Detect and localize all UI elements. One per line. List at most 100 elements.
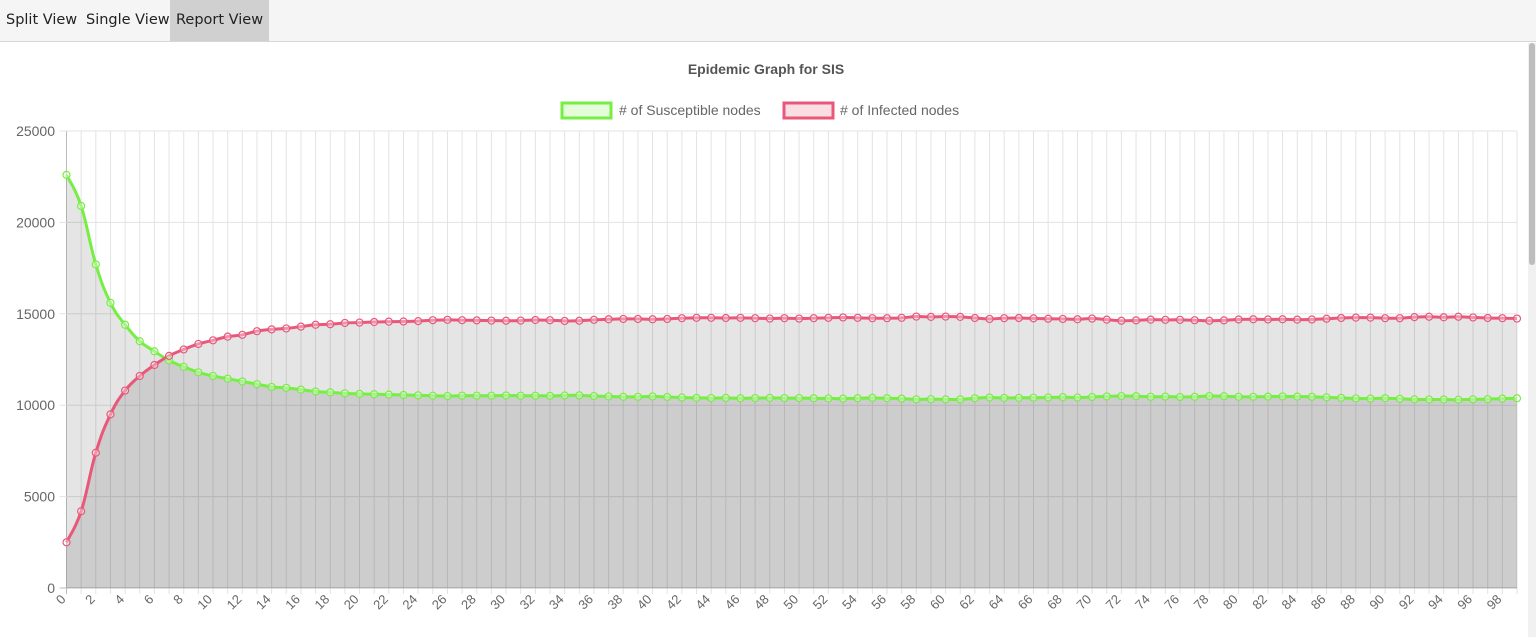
point-susceptible[interactable] bbox=[282, 383, 291, 392]
point-susceptible[interactable] bbox=[633, 392, 643, 401]
point-susceptible[interactable] bbox=[1307, 392, 1316, 401]
point-susceptible[interactable] bbox=[1219, 392, 1229, 401]
point-infected[interactable] bbox=[663, 314, 672, 324]
point-infected[interactable] bbox=[384, 317, 393, 326]
point-infected[interactable] bbox=[326, 320, 335, 329]
point-infected[interactable] bbox=[1029, 314, 1038, 323]
point-infected[interactable] bbox=[1337, 313, 1346, 323]
point-infected[interactable] bbox=[370, 317, 379, 327]
point-infected[interactable] bbox=[824, 313, 833, 322]
point-susceptible[interactable] bbox=[1044, 393, 1053, 402]
point-infected[interactable] bbox=[545, 316, 555, 325]
point-infected[interactable] bbox=[1088, 314, 1097, 323]
point-infected[interactable] bbox=[765, 314, 774, 323]
point-infected[interactable] bbox=[575, 316, 584, 325]
point-infected[interactable] bbox=[1263, 315, 1273, 324]
point-infected[interactable] bbox=[1000, 314, 1009, 323]
point-infected[interactable] bbox=[1468, 313, 1478, 322]
point-infected[interactable] bbox=[1278, 315, 1287, 324]
point-susceptible[interactable] bbox=[1000, 393, 1009, 402]
point-infected[interactable] bbox=[1044, 314, 1053, 323]
point-susceptible[interactable] bbox=[956, 395, 965, 404]
point-susceptible[interactable] bbox=[1512, 394, 1522, 403]
point-infected[interactable] bbox=[135, 371, 144, 381]
point-susceptible[interactable] bbox=[1293, 392, 1302, 401]
point-susceptible[interactable] bbox=[516, 391, 525, 400]
point-infected[interactable] bbox=[1322, 314, 1331, 323]
point-infected[interactable] bbox=[1454, 312, 1463, 321]
point-susceptible[interactable] bbox=[1263, 392, 1273, 401]
point-infected[interactable] bbox=[1293, 315, 1302, 324]
point-infected[interactable] bbox=[1219, 316, 1229, 325]
point-susceptible[interactable] bbox=[1190, 392, 1199, 401]
point-susceptible[interactable] bbox=[1468, 395, 1478, 404]
page-scrollbar-thumb[interactable] bbox=[1529, 43, 1535, 265]
point-susceptible[interactable] bbox=[589, 391, 599, 401]
point-susceptible[interactable] bbox=[897, 394, 906, 403]
point-susceptible[interactable] bbox=[311, 387, 320, 396]
point-susceptible[interactable] bbox=[62, 170, 71, 179]
point-susceptible[interactable] bbox=[926, 395, 936, 404]
point-infected[interactable] bbox=[1307, 315, 1316, 324]
point-susceptible[interactable] bbox=[1278, 392, 1287, 401]
point-infected[interactable] bbox=[1439, 313, 1448, 322]
point-infected[interactable] bbox=[897, 313, 906, 322]
point-infected[interactable] bbox=[677, 314, 686, 323]
point-infected[interactable] bbox=[1381, 314, 1390, 323]
point-infected[interactable] bbox=[838, 313, 848, 322]
point-infected[interactable] bbox=[1395, 314, 1404, 323]
point-susceptible[interactable] bbox=[384, 390, 393, 399]
point-susceptible[interactable] bbox=[135, 337, 144, 346]
point-susceptible[interactable] bbox=[1234, 392, 1243, 401]
point-infected[interactable] bbox=[707, 313, 716, 322]
point-infected[interactable] bbox=[985, 314, 994, 324]
point-infected[interactable] bbox=[501, 316, 511, 325]
point-infected[interactable] bbox=[1249, 315, 1258, 324]
point-infected[interactable] bbox=[399, 317, 408, 326]
point-infected[interactable] bbox=[721, 313, 730, 323]
point-susceptible[interactable] bbox=[677, 393, 686, 402]
point-infected[interactable] bbox=[238, 330, 247, 339]
point-infected[interactable] bbox=[1014, 313, 1023, 323]
point-susceptible[interactable] bbox=[194, 368, 203, 377]
point-susceptible[interactable] bbox=[1483, 395, 1492, 404]
point-susceptible[interactable] bbox=[1381, 394, 1390, 403]
point-susceptible[interactable] bbox=[326, 388, 335, 397]
point-susceptible[interactable] bbox=[1117, 391, 1126, 401]
point-susceptible[interactable] bbox=[838, 394, 848, 403]
point-infected[interactable] bbox=[619, 314, 628, 324]
point-infected[interactable] bbox=[106, 410, 115, 419]
point-infected[interactable] bbox=[633, 314, 643, 324]
point-susceptible[interactable] bbox=[1439, 395, 1448, 404]
point-susceptible[interactable] bbox=[370, 390, 379, 399]
point-susceptible[interactable] bbox=[91, 260, 100, 269]
point-susceptible[interactable] bbox=[736, 394, 745, 403]
point-susceptible[interactable] bbox=[1102, 392, 1111, 401]
point-susceptible[interactable] bbox=[340, 389, 349, 398]
point-susceptible[interactable] bbox=[912, 395, 921, 404]
point-susceptible[interactable] bbox=[619, 392, 628, 401]
point-infected[interactable] bbox=[560, 316, 569, 326]
point-infected[interactable] bbox=[1424, 312, 1434, 321]
point-susceptible[interactable] bbox=[208, 371, 218, 381]
legend-swatch-susceptible[interactable] bbox=[560, 101, 613, 120]
point-infected[interactable] bbox=[194, 339, 203, 349]
point-susceptible[interactable] bbox=[296, 385, 306, 394]
point-infected[interactable] bbox=[223, 332, 232, 341]
point-infected[interactable] bbox=[648, 315, 657, 324]
point-infected[interactable] bbox=[414, 317, 423, 326]
point-infected[interactable] bbox=[77, 507, 86, 516]
point-susceptible[interactable] bbox=[853, 394, 862, 403]
point-infected[interactable] bbox=[692, 313, 701, 322]
point-susceptible[interactable] bbox=[472, 391, 481, 400]
point-susceptible[interactable] bbox=[1249, 392, 1258, 401]
point-infected[interactable] bbox=[941, 312, 950, 321]
point-infected[interactable] bbox=[970, 313, 979, 323]
point-infected[interactable] bbox=[926, 312, 936, 322]
point-susceptible[interactable] bbox=[121, 320, 130, 329]
point-susceptible[interactable] bbox=[604, 392, 613, 401]
point-susceptible[interactable] bbox=[780, 393, 789, 403]
point-susceptible[interactable] bbox=[545, 391, 555, 400]
point-infected[interactable] bbox=[340, 318, 349, 328]
point-infected[interactable] bbox=[179, 345, 188, 354]
